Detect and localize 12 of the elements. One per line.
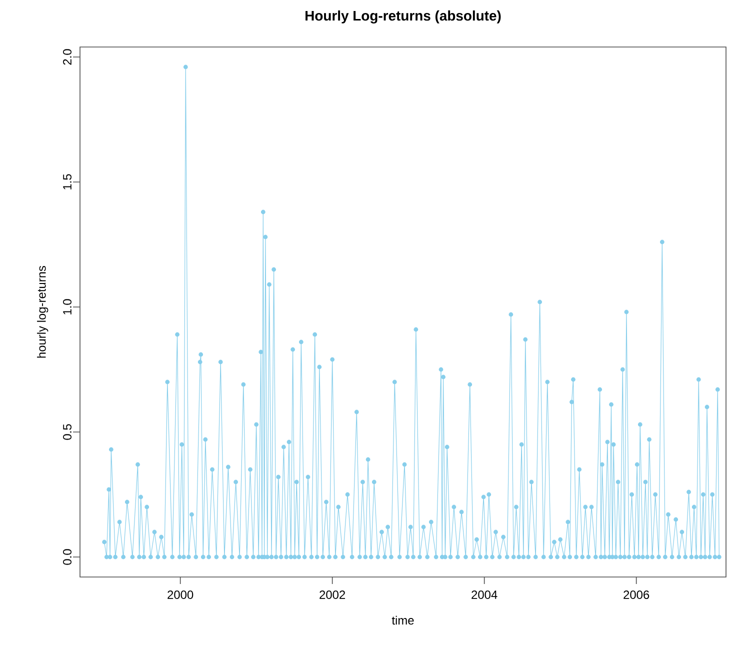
y-tick-label: 0.5 [63, 424, 72, 440]
x-tick-label: 2004 [472, 590, 498, 599]
x-axis-title: time [392, 616, 414, 625]
y-tick-label: 0.0 [63, 549, 72, 565]
x-tick-label: 2000 [168, 590, 194, 599]
x-tick-label: 2002 [320, 590, 346, 599]
y-axis-title: hourly log-returns [37, 266, 48, 358]
y-tick-label: 1.5 [63, 174, 72, 190]
chart-title: Hourly Log-returns (absolute) [306, 10, 501, 24]
x-tick-label: 2006 [624, 590, 650, 599]
y-tick-label: 1.0 [63, 299, 72, 314]
y-tick-label: 2.0 [63, 49, 72, 65]
